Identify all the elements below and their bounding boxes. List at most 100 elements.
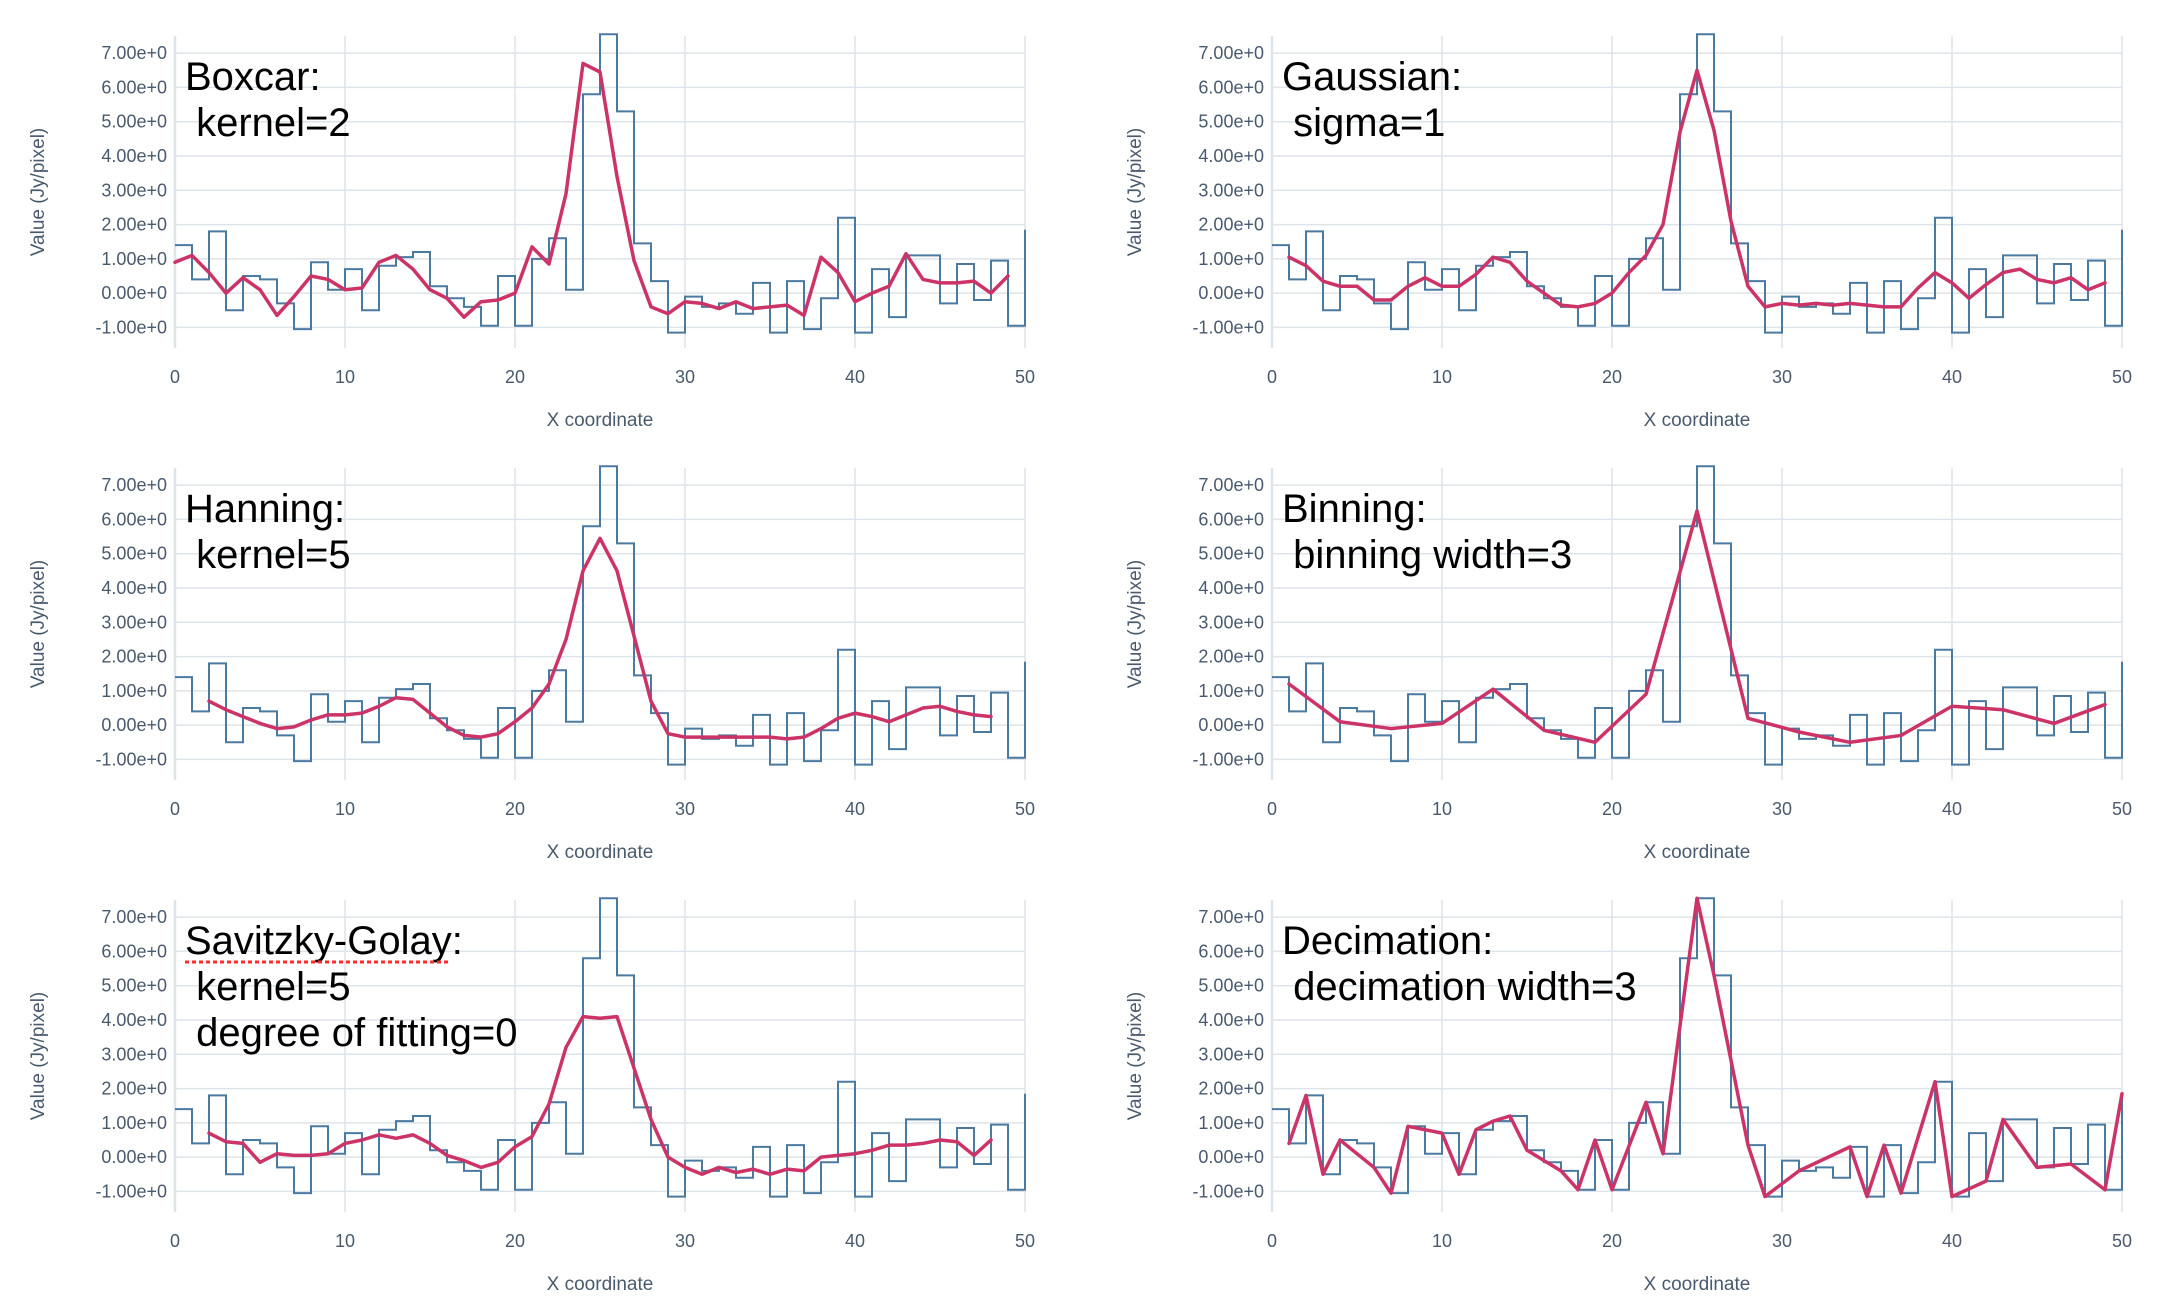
smoothed-series — [1287, 896, 2124, 1199]
x-tick-label: 30 — [675, 367, 695, 387]
x-tick-label: 10 — [335, 367, 355, 387]
annotation-line: degree of fitting=0 — [185, 1011, 517, 1055]
y-tick-label: 1.00e+0 — [1198, 1113, 1264, 1133]
x-axis-title: X coordinate — [1644, 842, 1751, 863]
x-axis-title: X coordinate — [1644, 410, 1751, 431]
y-tick-label: 4.00e+0 — [1198, 578, 1264, 598]
y-axis-title: Value (Jy/pixel) — [28, 992, 49, 1120]
smoothed-series — [1287, 68, 2107, 309]
x-axis-title: X coordinate — [547, 410, 654, 431]
y-axis-title: Value (Jy/pixel) — [28, 560, 49, 688]
y-tick-label: 2.00e+0 — [101, 1079, 167, 1099]
x-tick-label: 40 — [1942, 799, 1962, 819]
x-tick-label: 30 — [675, 1231, 695, 1251]
y-tick-label: -1.00e+0 — [1192, 317, 1264, 337]
y-tick-label: 3.00e+0 — [101, 612, 167, 632]
y-tick-label: 4.00e+0 — [101, 578, 167, 598]
y-tick-label: 7.00e+0 — [1198, 907, 1264, 927]
subplot-0: 0 10 20 30 40 50 -1.00e+0 0.00e+0 1.00e+0 2.00e+0… — [28, 33, 1035, 431]
x-tick-label: 10 — [335, 1231, 355, 1251]
y-tick-label: 3.00e+0 — [1198, 180, 1264, 200]
y-tick-label: 1.00e+0 — [1198, 249, 1264, 269]
method-annotation: Binning: binning width=3 — [1282, 487, 1572, 577]
annotation-line: sigma=1 — [1282, 101, 1445, 145]
y-tick-label: 7.00e+0 — [101, 43, 167, 63]
y-tick-label: 3.00e+0 — [101, 180, 167, 200]
y-tick-label: 5.00e+0 — [101, 976, 167, 996]
y-tick-label: 2.00e+0 — [1198, 215, 1264, 235]
histogram-series — [175, 33, 1026, 334]
x-tick-label: 0 — [170, 799, 180, 819]
y-tick-label: 2.00e+0 — [1198, 647, 1264, 667]
subplot-5: 0 10 20 30 40 50 -1.00e+0 0.00e+0 1.00e+0 2.00e+0… — [1125, 896, 2132, 1295]
y-tick-label: 5.00e+0 — [1198, 112, 1264, 132]
subplot-1: 0 10 20 30 40 50 -1.00e+0 0.00e+0 1.00e+0 2.00e+0… — [1125, 33, 2132, 431]
y-tick-label: 3.00e+0 — [1198, 1044, 1264, 1064]
x-axis-title: X coordinate — [547, 1274, 654, 1295]
x-tick-label: 50 — [1015, 799, 1035, 819]
x-tick-label: 50 — [2112, 799, 2132, 819]
y-tick-label: 0.00e+0 — [101, 715, 167, 735]
y-tick-label: 2.00e+0 — [101, 215, 167, 235]
x-tick-label: 0 — [170, 367, 180, 387]
smoothed-series — [1287, 509, 2107, 745]
y-tick-label: 7.00e+0 — [101, 907, 167, 927]
y-tick-label: 7.00e+0 — [1198, 43, 1264, 63]
y-tick-label: 3.00e+0 — [1198, 612, 1264, 632]
y-tick-label: 0.00e+0 — [101, 283, 167, 303]
y-tick-label: 6.00e+0 — [1198, 941, 1264, 961]
y-tick-label: 4.00e+0 — [1198, 1010, 1264, 1030]
y-axis-title: Value (Jy/pixel) — [1125, 560, 1146, 688]
histogram-series — [1272, 33, 2123, 334]
y-tick-label: 6.00e+0 — [101, 941, 167, 961]
method-annotation: Gaussian: sigma=1 — [1282, 55, 1462, 145]
y-tick-label: 1.00e+0 — [101, 249, 167, 269]
x-tick-label: 0 — [1267, 1231, 1277, 1251]
y-tick-label: 2.00e+0 — [101, 647, 167, 667]
y-tick-label: 4.00e+0 — [101, 1010, 167, 1030]
annotation-line: kernel=5 — [185, 533, 351, 577]
y-tick-label: 1.00e+0 — [101, 1113, 167, 1133]
annotation-line: kernel=5 — [185, 965, 351, 1009]
y-axis-title: Value (Jy/pixel) — [28, 128, 49, 256]
y-tick-label: 1.00e+0 — [101, 681, 167, 701]
x-tick-label: 50 — [2112, 367, 2132, 387]
x-tick-label: 30 — [675, 799, 695, 819]
annotation-line: decimation width=3 — [1282, 965, 1637, 1009]
y-tick-label: 6.00e+0 — [101, 509, 167, 529]
method-annotation: Hanning: kernel=5 — [185, 487, 351, 577]
y-tick-label: 4.00e+0 — [1198, 146, 1264, 166]
x-tick-label: 50 — [1015, 367, 1035, 387]
x-tick-label: 20 — [505, 799, 525, 819]
x-tick-label: 40 — [1942, 1231, 1962, 1251]
x-tick-label: 30 — [1772, 367, 1792, 387]
y-axis-title: Value (Jy/pixel) — [1125, 992, 1146, 1120]
x-tick-label: 20 — [1602, 1231, 1622, 1251]
annotation-line: kernel=2 — [185, 101, 351, 145]
smoothed-series — [207, 1014, 993, 1177]
x-axis-title: X coordinate — [1644, 1274, 1751, 1295]
method-annotation: Boxcar: kernel=2 — [185, 55, 351, 145]
y-tick-label: 0.00e+0 — [1198, 283, 1264, 303]
y-tick-label: 6.00e+0 — [1198, 77, 1264, 97]
y-tick-label: -1.00e+0 — [95, 317, 167, 337]
y-tick-label: 6.00e+0 — [1198, 509, 1264, 529]
subplot-4: 0 10 20 30 40 50 -1.00e+0 0.00e+0 1.00e+0 2.00e+0… — [28, 897, 1035, 1295]
subplot-2: 0 10 20 30 40 50 -1.00e+0 0.00e+0 1.00e+0 2.00e+0… — [28, 465, 1035, 863]
x-tick-label: 10 — [1432, 367, 1452, 387]
smoothed-series — [173, 61, 1010, 319]
x-tick-label: 40 — [845, 367, 865, 387]
x-tick-label: 10 — [335, 799, 355, 819]
y-tick-label: 0.00e+0 — [101, 1147, 167, 1167]
y-tick-label: 4.00e+0 — [101, 146, 167, 166]
annotation-line: Hanning: — [185, 487, 345, 531]
histogram-series — [1272, 465, 2123, 766]
y-tick-label: 5.00e+0 — [101, 112, 167, 132]
y-tick-label: 0.00e+0 — [1198, 1147, 1264, 1167]
y-tick-label: 2.00e+0 — [1198, 1079, 1264, 1099]
y-tick-label: -1.00e+0 — [95, 1181, 167, 1201]
y-tick-label: 0.00e+0 — [1198, 715, 1264, 735]
smoothed-series — [207, 536, 993, 741]
x-tick-label: 30 — [1772, 1231, 1792, 1251]
